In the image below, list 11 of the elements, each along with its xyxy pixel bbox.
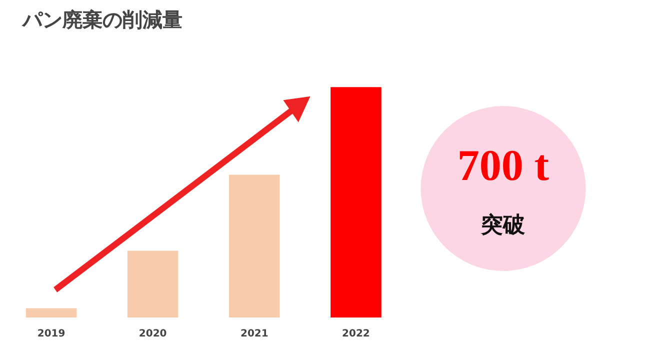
x-tick-label: 2021 (240, 328, 268, 340)
bar (229, 174, 280, 318)
text: 700 t (457, 140, 550, 190)
chart-title: パン廃棄の削減量 (22, 8, 182, 32)
x-tick-label: 2022 (342, 328, 370, 340)
bar (26, 308, 77, 318)
x-tick-label: 2019 (37, 328, 66, 340)
text: 突破 (480, 212, 526, 238)
bar (127, 250, 178, 318)
bar (330, 87, 382, 318)
x-tick-label: 2020 (138, 328, 167, 340)
